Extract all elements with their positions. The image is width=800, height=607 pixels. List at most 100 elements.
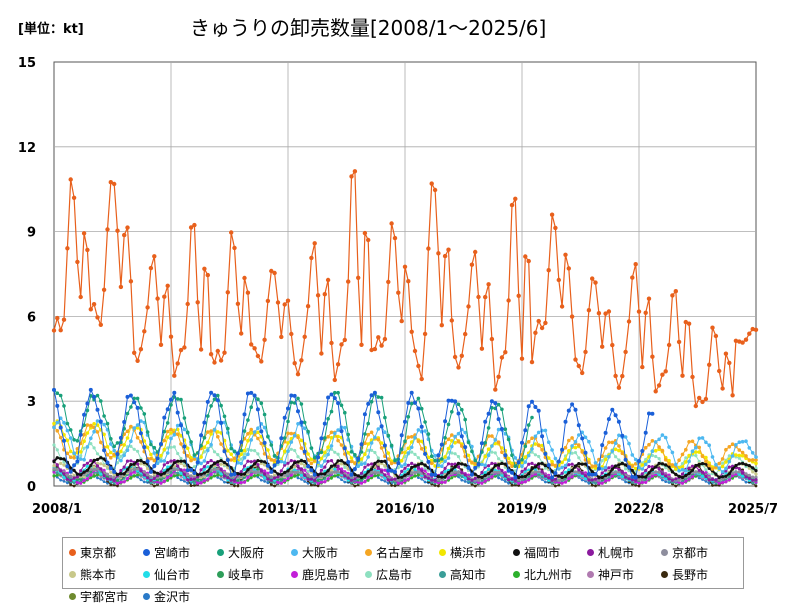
data-point <box>319 450 324 455</box>
data-point <box>577 433 581 437</box>
data-point <box>266 477 270 481</box>
data-point <box>303 480 307 483</box>
data-point <box>386 481 390 485</box>
data-point <box>636 309 642 314</box>
data-point <box>366 479 370 482</box>
data-point <box>533 472 538 476</box>
data-point <box>139 440 143 444</box>
data-point <box>202 465 206 469</box>
data-point <box>296 435 300 440</box>
data-point <box>373 450 377 455</box>
data-point <box>420 477 424 481</box>
data-point <box>135 426 140 430</box>
data-point <box>336 438 340 443</box>
data-point <box>259 359 264 364</box>
data-point <box>136 462 140 466</box>
data-point <box>296 396 300 401</box>
data-point <box>577 471 581 475</box>
data-point <box>376 437 381 442</box>
data-point <box>690 464 695 468</box>
data-point <box>55 403 60 408</box>
data-point <box>450 439 454 443</box>
data-point <box>336 470 340 474</box>
data-point <box>336 390 340 395</box>
data-point <box>440 464 444 469</box>
data-point <box>747 466 751 470</box>
data-point <box>436 475 440 479</box>
data-point <box>731 467 735 471</box>
data-point <box>176 476 180 479</box>
data-point <box>239 452 243 457</box>
data-point <box>209 472 213 476</box>
data-point <box>119 449 123 454</box>
data-point <box>370 473 374 477</box>
data-point <box>440 480 444 484</box>
data-point <box>750 451 755 455</box>
data-point <box>55 471 59 475</box>
data-point <box>92 468 96 472</box>
data-point <box>138 431 143 436</box>
data-point <box>356 456 361 461</box>
legend-marker <box>143 570 150 578</box>
data-point <box>483 473 487 477</box>
data-point <box>499 427 504 431</box>
data-point <box>145 305 150 310</box>
data-point <box>497 457 501 461</box>
data-point <box>169 431 173 435</box>
data-point <box>182 468 186 472</box>
data-point <box>553 477 558 481</box>
data-point <box>546 463 551 468</box>
data-point <box>372 390 377 395</box>
data-point <box>286 419 290 424</box>
data-point <box>567 449 571 453</box>
data-point <box>349 478 354 482</box>
data-point <box>129 476 133 480</box>
data-point <box>323 472 327 476</box>
data-point <box>416 363 421 369</box>
data-point <box>125 411 130 416</box>
data-point <box>412 348 418 354</box>
data-point <box>312 455 317 460</box>
data-point <box>486 282 491 287</box>
data-point <box>540 434 545 439</box>
data-point <box>162 474 166 478</box>
data-point <box>136 449 140 453</box>
data-point <box>520 477 524 481</box>
data-point <box>125 459 130 463</box>
data-point <box>590 464 594 469</box>
data-point <box>476 480 481 485</box>
data-point <box>730 393 735 398</box>
data-point <box>272 463 277 468</box>
data-point <box>432 187 438 193</box>
data-point <box>346 476 350 480</box>
data-point <box>382 443 387 448</box>
data-point <box>269 458 274 462</box>
data-point <box>273 481 276 485</box>
data-point <box>175 397 180 401</box>
data-point <box>496 417 501 422</box>
data-point <box>714 472 718 476</box>
data-point <box>520 440 524 445</box>
data-point <box>580 478 584 482</box>
data-point <box>192 453 197 457</box>
data-point <box>687 466 691 470</box>
legend-marker <box>365 570 372 578</box>
legend-label: 金沢市 <box>154 589 191 604</box>
data-point <box>72 468 76 472</box>
data-point <box>510 477 514 481</box>
data-point <box>363 432 367 436</box>
data-point <box>88 387 93 392</box>
data-point <box>630 464 635 469</box>
data-point <box>289 393 294 398</box>
data-point <box>624 480 627 484</box>
data-point <box>165 451 170 455</box>
data-point <box>262 440 267 445</box>
data-point <box>536 430 541 435</box>
data-point <box>55 473 59 477</box>
data-point <box>102 468 106 472</box>
data-point <box>162 294 167 299</box>
data-point <box>102 480 106 483</box>
data-point <box>450 433 454 437</box>
data-point <box>573 357 578 362</box>
